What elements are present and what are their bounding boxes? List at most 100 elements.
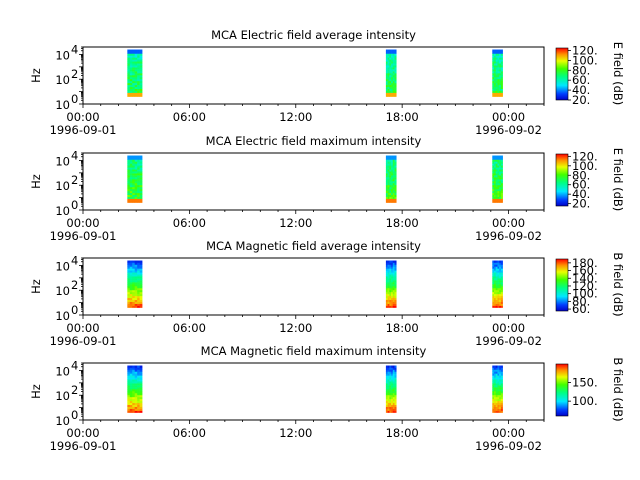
spectrogram-cell [139,367,143,370]
spectrogram-cell [500,278,503,281]
spectrogram-cell [494,78,497,82]
spectrogram-cell [394,67,397,70]
spectrogram-cell [495,173,498,176]
spectrogram-cell [127,383,131,386]
spectrogram-cell [387,161,390,164]
axes-frame [82,362,545,421]
spectrogram-cell [127,84,131,88]
spectrogram-cell [139,280,143,283]
spectrogram-cell [134,59,138,62]
spectrogram-cell [134,180,138,184]
spectrogram-cell [134,169,138,172]
spectrogram-cell [500,59,503,62]
spectrogram-cell [391,67,394,70]
spectrogram-cell [127,182,131,186]
spectrogram-cell [394,270,397,273]
spectrogram-cell [494,184,497,188]
spectrogram-cell [132,80,136,84]
spectrogram-cell [389,71,392,74]
spectrogram-cell [134,179,138,182]
spectrogram-cell [392,80,395,84]
spectrogram-cell [129,86,133,90]
spectrogram-cell [132,55,136,58]
spectrogram-cell [127,51,131,54]
spectrogram-cell [392,379,395,382]
spectrogram-cell [127,282,131,285]
spectrogram-cell [499,182,502,186]
spectrogram-cell [134,371,138,374]
spectrogram-cell [129,167,133,170]
spectrogram-cell [137,377,140,380]
spectrogram-cell [499,69,502,72]
spectrogram-cell [392,196,395,199]
spectrogram-cell [134,389,138,392]
spectrogram-cell [132,295,136,299]
spectrogram-cell [392,57,395,60]
spectrogram-cell [497,159,500,162]
spectrogram-cell [392,390,395,394]
spectrogram-cell [134,71,138,74]
spectrogram-cell [139,276,143,279]
spectrogram-cell [385,80,388,84]
spectrogram-cell [500,402,503,406]
spectrogram-cell [391,285,394,289]
x-date-label: 1996-09-02 [475,123,542,137]
spectrogram-cell [495,61,498,64]
spectrogram-cell [387,373,390,376]
spectrogram-cell [497,285,500,289]
spectrogram-cell [394,383,397,386]
spectrogram-cell [492,274,495,277]
spectrogram-cell [394,94,397,97]
spectrogram-cell [385,53,388,56]
spectrogram-cell [127,293,131,297]
colorbar-tick-label: 60. [572,178,590,192]
spectrogram-cell [385,186,388,190]
spectrogram-cell [499,383,502,386]
spectrogram-cell [499,165,502,168]
spectrogram-cell [394,389,397,392]
spectrogram-cell [392,394,395,398]
spectrogram-cell [129,299,133,302]
spectrogram-cell [500,78,503,82]
spectrogram-cell [391,270,394,273]
spectrogram-cell [495,301,498,304]
spectrogram-cell [392,71,395,74]
spectrogram-cell [492,92,495,95]
spectrogram-cell [387,59,390,62]
spectrogram-cell [391,369,394,372]
spectrogram-cell [132,289,136,293]
spectrogram-cell [132,377,136,380]
spectrogram-cell [385,179,388,182]
spectrogram-block [385,155,397,203]
spectrogram-cell [494,270,497,273]
spectrogram-cell [494,377,497,380]
spectrogram-cell [394,301,397,304]
spectrogram-cell [132,404,136,407]
spectrogram-cell [492,90,495,93]
spectrogram-cell [385,78,388,82]
spectrogram-cell [495,295,498,299]
spectrogram-cell [391,262,394,265]
spectrogram-cell [134,175,138,178]
spectrogram-cell [385,394,388,398]
spectrogram-cell [387,167,390,170]
spectrogram-cell [391,295,394,299]
spectrogram-cell [387,73,390,76]
spectrogram-cell [494,171,497,174]
spectrogram-cell [139,398,143,402]
x-tick-label: 00:00 [492,216,525,230]
spectrogram-cell [394,88,397,91]
spectrogram-cell [139,51,143,54]
spectrogram-cell [132,266,136,269]
spectrogram-cell [139,163,143,166]
spectrogram-cell [495,74,498,78]
spectrogram-cell [129,69,133,72]
spectrogram-cell [134,373,138,376]
spectrogram-cell [392,381,395,384]
spectrogram-cell [497,394,500,398]
spectrogram-cell [492,177,495,180]
spectrogram-cell [500,194,503,197]
spectrogram-cell [127,394,131,398]
spectrogram-cell [139,377,143,380]
spectrogram-cell [494,285,497,289]
